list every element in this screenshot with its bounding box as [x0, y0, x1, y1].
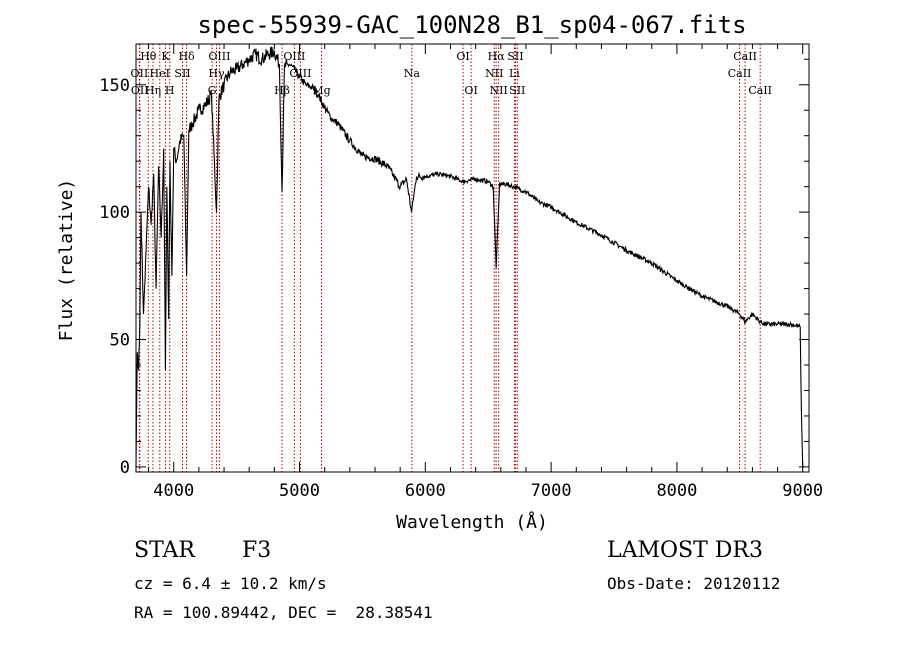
x-axis-label: Wavelength (Å) — [396, 511, 548, 533]
object-class: STAR — [134, 538, 195, 563]
y-tick-label: 150 — [99, 76, 130, 96]
line-label-20: NII — [485, 67, 503, 80]
line-label-8: Hδ — [178, 50, 195, 63]
line-label-25: CaII — [733, 50, 757, 63]
line-label-3: Hη — [145, 84, 161, 97]
line-label-9: OIII — [208, 50, 230, 63]
obs-date: Obs-Date: 20120112 — [607, 574, 781, 593]
spectral-line-markers — [138, 44, 761, 472]
line-label-17: OI — [456, 50, 469, 63]
y-tick-label: 50 — [110, 331, 130, 351]
x-tick-label: 4000 — [153, 481, 194, 501]
line-label-7: H — [165, 84, 175, 97]
line-label-19: Hα — [488, 50, 506, 63]
x-tick-label: 8000 — [656, 481, 697, 501]
line-label-15: Mg — [312, 84, 330, 97]
object-subclass: F3 — [242, 538, 272, 563]
spectrum-line — [135, 46, 804, 468]
survey-label: LAMOST DR3 — [607, 538, 763, 563]
line-label-11: G — [208, 84, 217, 97]
line-label-10: Hγ — [208, 67, 225, 80]
x-tick-label: 5000 — [279, 481, 320, 501]
y-axis-ticks: 0 50 100 150 — [99, 58, 809, 478]
x-axis-ticks: 4000 5000 6000 7000 8000 9000 — [148, 44, 823, 501]
line-label-16: Na — [404, 67, 421, 80]
coordinates: RA = 100.89442, DEC = 28.38541 — [134, 603, 433, 622]
line-label-23: Li — [509, 67, 520, 80]
plot-frame — [135, 43, 810, 473]
chart-title: spec-55939-GAC_100N28_B1_sp04-067.fits — [197, 11, 746, 39]
line-label-6: SII — [174, 67, 190, 80]
line-label-18: OI — [464, 84, 477, 97]
x-tick-label: 9000 — [782, 481, 823, 501]
line-label-0: Hθ — [140, 50, 157, 63]
y-tick-label: 100 — [99, 203, 130, 223]
line-label-5: K — [161, 50, 170, 63]
y-tick-label: 0 — [120, 458, 130, 478]
line-label-1: OII — [131, 67, 149, 80]
line-label-14: OIII — [289, 67, 311, 80]
line-label-22: SII — [507, 50, 523, 63]
y-axis-label: Flux (relative) — [56, 179, 77, 342]
line-label-24: SII — [509, 84, 525, 97]
x-tick-label: 6000 — [405, 481, 446, 501]
line-label-21: NII — [490, 84, 508, 97]
line-label-27: CaII — [748, 84, 772, 97]
line-label-2: OII — [131, 84, 149, 97]
redshift-info: cz = 6.4 ± 10.2 km/s — [134, 574, 327, 593]
line-label-12: Hβ — [274, 84, 290, 97]
x-tick-label: 7000 — [531, 481, 572, 501]
line-label-26: CaII — [728, 67, 752, 80]
line-label-4: HeI — [150, 67, 170, 80]
